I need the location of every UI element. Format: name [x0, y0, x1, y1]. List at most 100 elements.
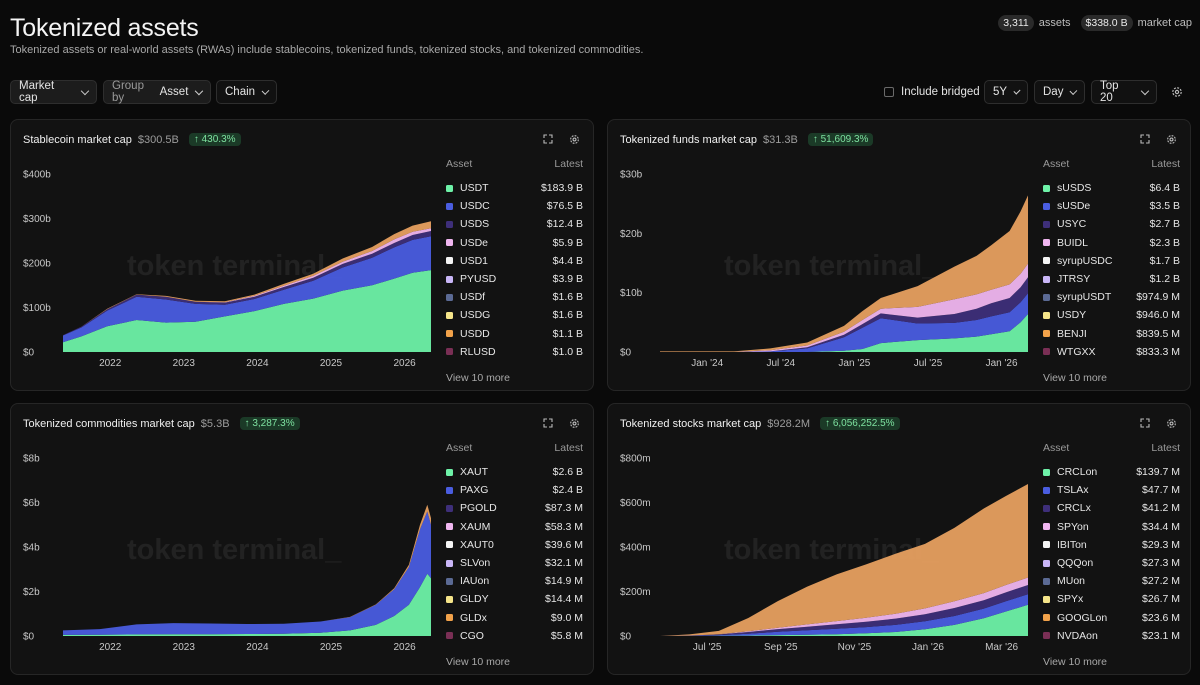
legend-row[interactable]: syrupUSDC $1.7 B [1043, 252, 1180, 270]
legend-asset-value: $974.9 M [1136, 291, 1180, 304]
view-more-link[interactable]: View 10 more [1043, 656, 1108, 668]
expand-button[interactable] [541, 416, 555, 430]
legend-row[interactable]: TSLAx $47.7 M [1043, 481, 1180, 499]
y-tick-label: $4b [23, 543, 40, 554]
legend-row[interactable]: USDS $12.4 B [446, 215, 583, 233]
legend-row[interactable]: USDe $5.9 B [446, 234, 583, 252]
legend-swatch [446, 504, 453, 512]
legend-row[interactable]: CRCLon $139.7 M [1043, 463, 1180, 481]
area-series-paxg [63, 511, 431, 635]
legend-row[interactable]: SPYon $34.4 M [1043, 518, 1180, 536]
legend-asset-name: syrupUSDT [1057, 291, 1112, 304]
legend-asset-name: IAUon [460, 575, 490, 588]
legend-swatch [446, 239, 453, 247]
legend-row[interactable]: USDf $1.6 B [446, 288, 583, 306]
legend-row[interactable]: CGO $5.8 M [446, 627, 583, 645]
chain-dropdown[interactable]: Chain [216, 80, 277, 104]
legend-row[interactable]: IAUon $14.9 M [446, 572, 583, 590]
area-chart: $0 $200m $400m $600m $800m Jul '25 Sep '25 Nov … [620, 454, 1028, 652]
y-tick-label: $100b [23, 303, 51, 314]
legend-row[interactable]: PGOLD $87.3 M [446, 499, 583, 517]
legend-swatch [1043, 220, 1050, 228]
view-more-link[interactable]: View 10 more [446, 372, 511, 384]
legend-row[interactable]: PAXG $2.4 B [446, 481, 583, 499]
legend-row[interactable]: USYC $2.7 B [1043, 215, 1180, 233]
x-tick-label: Jan '26 [912, 642, 944, 652]
chart-settings-button[interactable] [567, 132, 581, 146]
legend-asset: USDC [446, 200, 490, 212]
legend-swatch [1043, 559, 1050, 567]
legend-latest-header: Latest [554, 442, 583, 454]
top-n-dropdown[interactable]: Top 20 [1091, 80, 1157, 104]
area-series-other [660, 195, 1028, 352]
legend-row[interactable]: BUIDL $2.3 B [1043, 234, 1180, 252]
legend-row[interactable]: USDD $1.1 B [446, 325, 583, 343]
include-bridged-toggle[interactable]: Include bridged [884, 80, 980, 104]
card-header: Tokenized commodities market cap $5.3B ↑ 3… [23, 417, 300, 430]
legend-row[interactable]: BENJI $839.5 M [1043, 325, 1180, 343]
watermark: token terminal_ [724, 250, 939, 282]
legend-row[interactable]: XAUM $58.3 M [446, 518, 583, 536]
legend-asset: CGO [446, 630, 484, 642]
chart-settings-button[interactable] [567, 416, 581, 430]
range-dropdown[interactable]: 5Y [984, 80, 1028, 104]
legend-row[interactable]: PYUSD $3.9 B [446, 270, 583, 288]
legend-row[interactable]: sUSDS $6.4 B [1043, 179, 1180, 197]
legend-row[interactable]: XAUT0 $39.6 M [446, 536, 583, 554]
change-badge: ↑ 3,287.3% [239, 417, 300, 430]
legend-swatch [446, 330, 453, 338]
legend-asset: JTRSY [1043, 273, 1090, 285]
legend-row[interactable]: CRCLx $41.2 M [1043, 499, 1180, 517]
legend-asset-value: $41.2 M [1142, 502, 1180, 515]
legend-row[interactable]: RLUSD $1.0 B [446, 343, 583, 361]
view-more-link[interactable]: View 10 more [1043, 372, 1108, 384]
card-total-value: $31.3B [762, 133, 798, 146]
legend-row[interactable]: GLDx $9.0 M [446, 609, 583, 627]
settings-button[interactable] [1167, 82, 1187, 102]
granularity-dropdown[interactable]: Day [1034, 80, 1085, 104]
legend-row[interactable]: IBITon $29.3 M [1043, 536, 1180, 554]
legend-row[interactable]: USDG $1.6 B [446, 306, 583, 324]
legend-row[interactable]: WTGXX $833.3 M [1043, 343, 1180, 361]
metric-dropdown[interactable]: Market cap [10, 80, 97, 104]
legend-row[interactable]: QQQon $27.3 M [1043, 554, 1180, 572]
legend-row[interactable]: USDT $183.9 B [446, 179, 583, 197]
y-tick-label: $8b [23, 454, 40, 465]
legend-asset-name: BUIDL [1057, 236, 1088, 249]
legend-asset-name: PGOLD [460, 502, 497, 515]
legend-row[interactable]: USD1 $4.4 B [446, 252, 583, 270]
area-series-susds [660, 314, 1028, 352]
legend-row[interactable]: USDY $946.0 M [1043, 306, 1180, 324]
legend-row[interactable]: MUon $27.2 M [1043, 572, 1180, 590]
legend-asset-value: $5.9 B [552, 236, 583, 249]
legend-row[interactable]: JTRSY $1.2 B [1043, 270, 1180, 288]
legend-row[interactable]: syrupUSDT $974.9 M [1043, 288, 1180, 306]
legend-row[interactable]: SPYx $26.7 M [1043, 590, 1180, 608]
legend-row[interactable]: XAUT $2.6 B [446, 463, 583, 481]
legend-swatch [1043, 311, 1050, 319]
expand-button[interactable] [1138, 132, 1152, 146]
chart-settings-button[interactable] [1164, 132, 1178, 146]
legend-asset-value: $2.3 B [1149, 236, 1180, 249]
include-bridged-checkbox[interactable] [884, 87, 894, 97]
chevron-down-icon [1069, 86, 1078, 95]
legend-row[interactable]: USDC $76.5 B [446, 197, 583, 215]
legend-asset: sUSDe [1043, 200, 1090, 212]
legend-row[interactable]: sUSDe $3.5 B [1043, 197, 1180, 215]
chart-settings-button[interactable] [1164, 416, 1178, 430]
legend-asset: GOOGLon [1043, 612, 1107, 624]
legend-row[interactable]: NVDAon $23.1 M [1043, 627, 1180, 645]
legend-asset-value: $2.7 B [1149, 218, 1180, 231]
legend-asset: RLUSD [446, 346, 496, 358]
group-by-dropdown[interactable]: Group by Asset [103, 80, 211, 104]
legend-row[interactable]: GOOGLon $23.6 M [1043, 609, 1180, 627]
expand-button[interactable] [541, 132, 555, 146]
expand-button[interactable] [1138, 416, 1152, 430]
legend-asset-value: $3.9 B [552, 273, 583, 286]
legend-row[interactable]: GLDY $14.4 M [446, 590, 583, 608]
legend-asset-name: USYC [1057, 218, 1087, 231]
view-more-link[interactable]: View 10 more [446, 656, 511, 668]
legend-row[interactable]: SLVon $32.1 M [446, 554, 583, 572]
card-total-value: $300.5B [137, 133, 179, 146]
legend-asset-value: $39.6 M [545, 538, 583, 551]
